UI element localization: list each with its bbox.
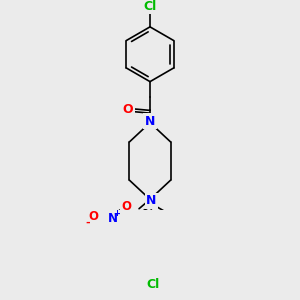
Text: N: N <box>108 212 118 225</box>
Text: +: + <box>113 209 120 218</box>
Text: Cl: Cl <box>143 0 157 13</box>
Text: Cl: Cl <box>147 278 160 291</box>
Text: O: O <box>88 210 98 224</box>
Text: O: O <box>123 103 134 116</box>
Text: -: - <box>86 218 90 228</box>
Text: N: N <box>145 115 155 128</box>
Text: O: O <box>122 200 131 213</box>
Text: N: N <box>146 194 157 207</box>
